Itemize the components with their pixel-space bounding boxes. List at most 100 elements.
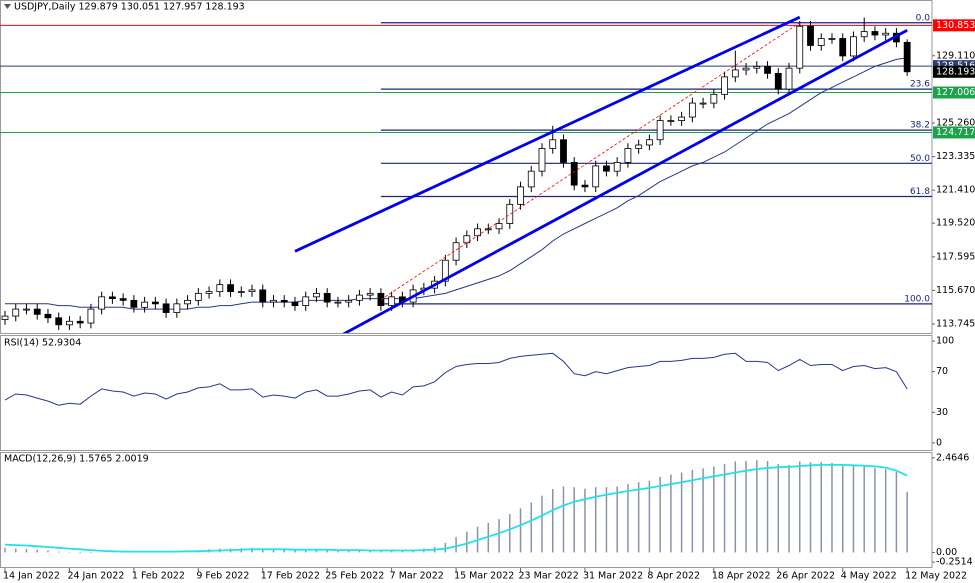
candle-body: [699, 102, 707, 105]
candle-body: [441, 259, 449, 282]
price-tag: [933, 19, 975, 32]
x-tick-label: 25 Feb 2022: [325, 571, 384, 582]
fibo-label: 50.0: [910, 154, 930, 164]
candle-body: [742, 67, 750, 71]
candle-body: [66, 320, 73, 326]
y-tick-label: 100: [936, 336, 954, 347]
y-tick-label: 2.4646: [936, 452, 969, 463]
candle-body: [1, 315, 9, 320]
x-tick-label: 12 May 2022: [905, 571, 967, 582]
candle-body: [764, 66, 771, 74]
candle-body: [313, 292, 320, 298]
candle-body: [76, 320, 84, 324]
candle-body: [667, 120, 675, 122]
candle-body: [44, 313, 52, 319]
trend-line: [380, 22, 800, 300]
trend-line: [342, 29, 908, 333]
candle-body: [688, 102, 696, 118]
candle-body: [98, 296, 106, 310]
candle-body: [280, 299, 288, 303]
candle-body: [345, 299, 353, 303]
candle-body: [205, 291, 213, 294]
candle-body: [216, 284, 224, 293]
candle-body: [162, 303, 170, 313]
candle-body: [774, 73, 782, 90]
candle-body: [119, 298, 127, 301]
price-tag-label: 128.193: [936, 66, 975, 77]
candle-body: [388, 296, 396, 306]
y-tick-label: 119.520: [936, 218, 975, 229]
y-tick-label: 125.260: [936, 117, 975, 128]
y-tick-label: 30: [936, 407, 948, 418]
y-tick-label: 0.00: [936, 547, 957, 558]
candle-body: [517, 186, 524, 205]
candle-body: [33, 308, 41, 315]
candle-body: [785, 67, 793, 90]
candle-body: [710, 93, 718, 104]
moving-average: [5, 57, 908, 310]
price-tag: [933, 126, 975, 139]
x-tick-label: 17 Feb 2022: [261, 571, 320, 582]
x-tick-label: 31 Mar 2022: [583, 571, 643, 582]
candle-body: [807, 25, 814, 46]
x-tick-label: 1 Feb 2022: [132, 571, 185, 582]
candle-body: [753, 66, 761, 69]
candle-body: [527, 170, 535, 188]
rsi-title: RSI(14) 52.9304: [4, 338, 81, 349]
candle-body: [259, 289, 267, 303]
candle-body: [270, 299, 277, 303]
candle-body: [613, 162, 621, 172]
x-tick-label: 15 Mar 2022: [454, 571, 514, 582]
main-plot: 0.0 23.6 38.2 50.0 61.8 100.0: [0, 13, 932, 333]
candle-body: [656, 120, 664, 141]
x-tick-label: 14 Jan 2022: [3, 571, 60, 582]
candle-body: [624, 148, 632, 163]
fibo-label: 0.0: [916, 13, 931, 23]
candle-body: [248, 289, 256, 293]
symbol-icon: [4, 4, 11, 9]
signal-group: [4, 464, 908, 553]
candle-body: [109, 296, 116, 300]
y-tick-label: 70: [936, 366, 948, 377]
trend-line: [294, 15, 801, 253]
macd-panel-frame: [0, 452, 933, 568]
candle-body: [237, 291, 245, 294]
y-tick-label: 117.595: [936, 251, 975, 262]
candle-body: [581, 184, 589, 188]
candle-body: [839, 38, 847, 57]
macd-title: MACD(12,26,9) 1.5765 2.0019: [4, 454, 149, 465]
y-tick-label: 115.670: [936, 285, 975, 296]
fibo-label: 100.0: [904, 294, 930, 304]
candle-body: [151, 301, 159, 305]
candle-body: [828, 38, 836, 40]
candle-body: [130, 299, 138, 308]
y-tick-label: 0: [936, 437, 942, 448]
candle-body: [603, 165, 610, 172]
candle-body: [194, 292, 202, 301]
candle-body: [538, 148, 546, 172]
candle-body: [871, 31, 879, 36]
candle-body: [184, 299, 191, 305]
signal-line: [4, 464, 908, 553]
candle-body: [484, 228, 492, 231]
y-tick-label: 121.410: [936, 185, 975, 196]
x-tick-label: 7 Mar 2022: [390, 571, 444, 582]
candle-body: [173, 303, 181, 313]
candle-body: [678, 116, 686, 121]
candle-body: [495, 223, 503, 230]
price-tag-label: 127.006: [936, 87, 975, 98]
x-tick-label: 9 Feb 2022: [196, 571, 249, 582]
y-tick-label: 123.335: [936, 151, 975, 162]
main-title: USDJPY,Daily 129.879 130.051 127.957 128…: [14, 2, 245, 13]
candle-body: [227, 284, 234, 293]
candle-body: [592, 165, 600, 188]
candle-body: [463, 235, 471, 244]
x-tick-label: 18 Apr 2022: [712, 571, 771, 582]
candle-body: [334, 301, 342, 304]
candle-body: [731, 69, 739, 78]
y-tick-label: 113.745: [936, 319, 975, 330]
candle-body: [12, 308, 20, 317]
